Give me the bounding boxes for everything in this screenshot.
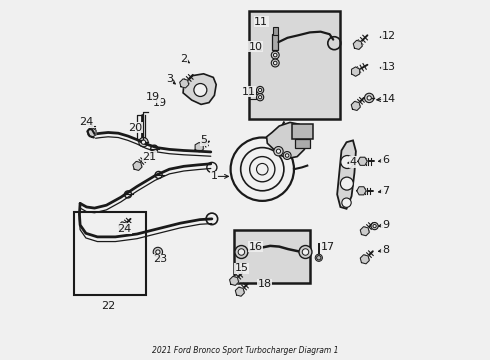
Circle shape [365, 93, 374, 103]
Text: 22: 22 [101, 301, 115, 311]
Polygon shape [230, 276, 239, 285]
Circle shape [342, 198, 351, 207]
Bar [234, 230, 310, 283]
Circle shape [257, 94, 264, 101]
Circle shape [341, 156, 354, 168]
Circle shape [156, 250, 160, 254]
Polygon shape [353, 40, 362, 49]
Polygon shape [351, 67, 360, 76]
Text: 14: 14 [382, 94, 396, 104]
Polygon shape [235, 287, 245, 296]
Text: 5: 5 [200, 135, 207, 145]
Circle shape [367, 96, 371, 100]
Circle shape [276, 149, 281, 153]
Text: 12: 12 [382, 31, 396, 41]
Text: 2021 Ford Bronco Sport Turbocharger Diagram 1: 2021 Ford Bronco Sport Turbocharger Diag… [152, 346, 338, 355]
Text: 17: 17 [321, 242, 335, 252]
Circle shape [371, 222, 378, 230]
Circle shape [273, 61, 277, 65]
Circle shape [285, 154, 289, 157]
Circle shape [283, 152, 291, 159]
Text: 6: 6 [382, 155, 389, 165]
Text: 23: 23 [153, 254, 168, 264]
Text: 10: 10 [249, 42, 263, 52]
Text: 20: 20 [128, 123, 142, 133]
Text: 2: 2 [180, 54, 187, 64]
Circle shape [142, 140, 146, 144]
Text: 9: 9 [382, 220, 389, 230]
Circle shape [341, 177, 353, 190]
Polygon shape [180, 79, 189, 88]
Circle shape [299, 246, 312, 258]
Circle shape [153, 247, 163, 257]
Text: 1: 1 [211, 171, 218, 181]
Polygon shape [133, 161, 142, 170]
Polygon shape [88, 128, 96, 137]
Polygon shape [358, 157, 367, 165]
Polygon shape [337, 140, 356, 209]
Polygon shape [360, 227, 369, 236]
Bar [273, 27, 278, 35]
Text: 15: 15 [234, 263, 248, 273]
Text: 11: 11 [254, 17, 268, 27]
Circle shape [315, 254, 322, 261]
Circle shape [194, 84, 207, 96]
Text: 11: 11 [242, 87, 256, 97]
Bar [74, 212, 146, 295]
Circle shape [271, 59, 279, 67]
Polygon shape [119, 222, 127, 231]
Bar [272, 34, 278, 50]
Circle shape [271, 51, 279, 59]
Text: 19: 19 [146, 92, 160, 102]
Circle shape [259, 95, 262, 99]
Text: 24: 24 [79, 117, 93, 127]
Text: 13: 13 [382, 62, 396, 72]
Polygon shape [195, 143, 203, 152]
Text: 4: 4 [349, 157, 357, 167]
Circle shape [257, 86, 264, 94]
Circle shape [373, 225, 376, 228]
Bar [248, 11, 341, 119]
Circle shape [302, 249, 309, 255]
Circle shape [238, 249, 245, 255]
Polygon shape [357, 187, 366, 195]
Text: 8: 8 [382, 245, 389, 255]
Bar [292, 124, 313, 139]
Text: 18: 18 [258, 279, 272, 289]
Text: 24: 24 [117, 224, 131, 234]
Polygon shape [351, 102, 360, 111]
Circle shape [274, 147, 283, 156]
Bar [294, 139, 310, 148]
Text: 21: 21 [143, 152, 157, 162]
Polygon shape [360, 255, 369, 264]
Text: 3: 3 [166, 74, 173, 84]
Text: 16: 16 [249, 242, 263, 252]
Circle shape [259, 88, 262, 91]
Circle shape [235, 246, 248, 258]
Circle shape [273, 53, 277, 57]
Circle shape [139, 138, 148, 147]
Text: 19: 19 [153, 98, 167, 108]
Polygon shape [183, 74, 216, 104]
Polygon shape [267, 122, 307, 158]
Text: 7: 7 [382, 186, 389, 196]
